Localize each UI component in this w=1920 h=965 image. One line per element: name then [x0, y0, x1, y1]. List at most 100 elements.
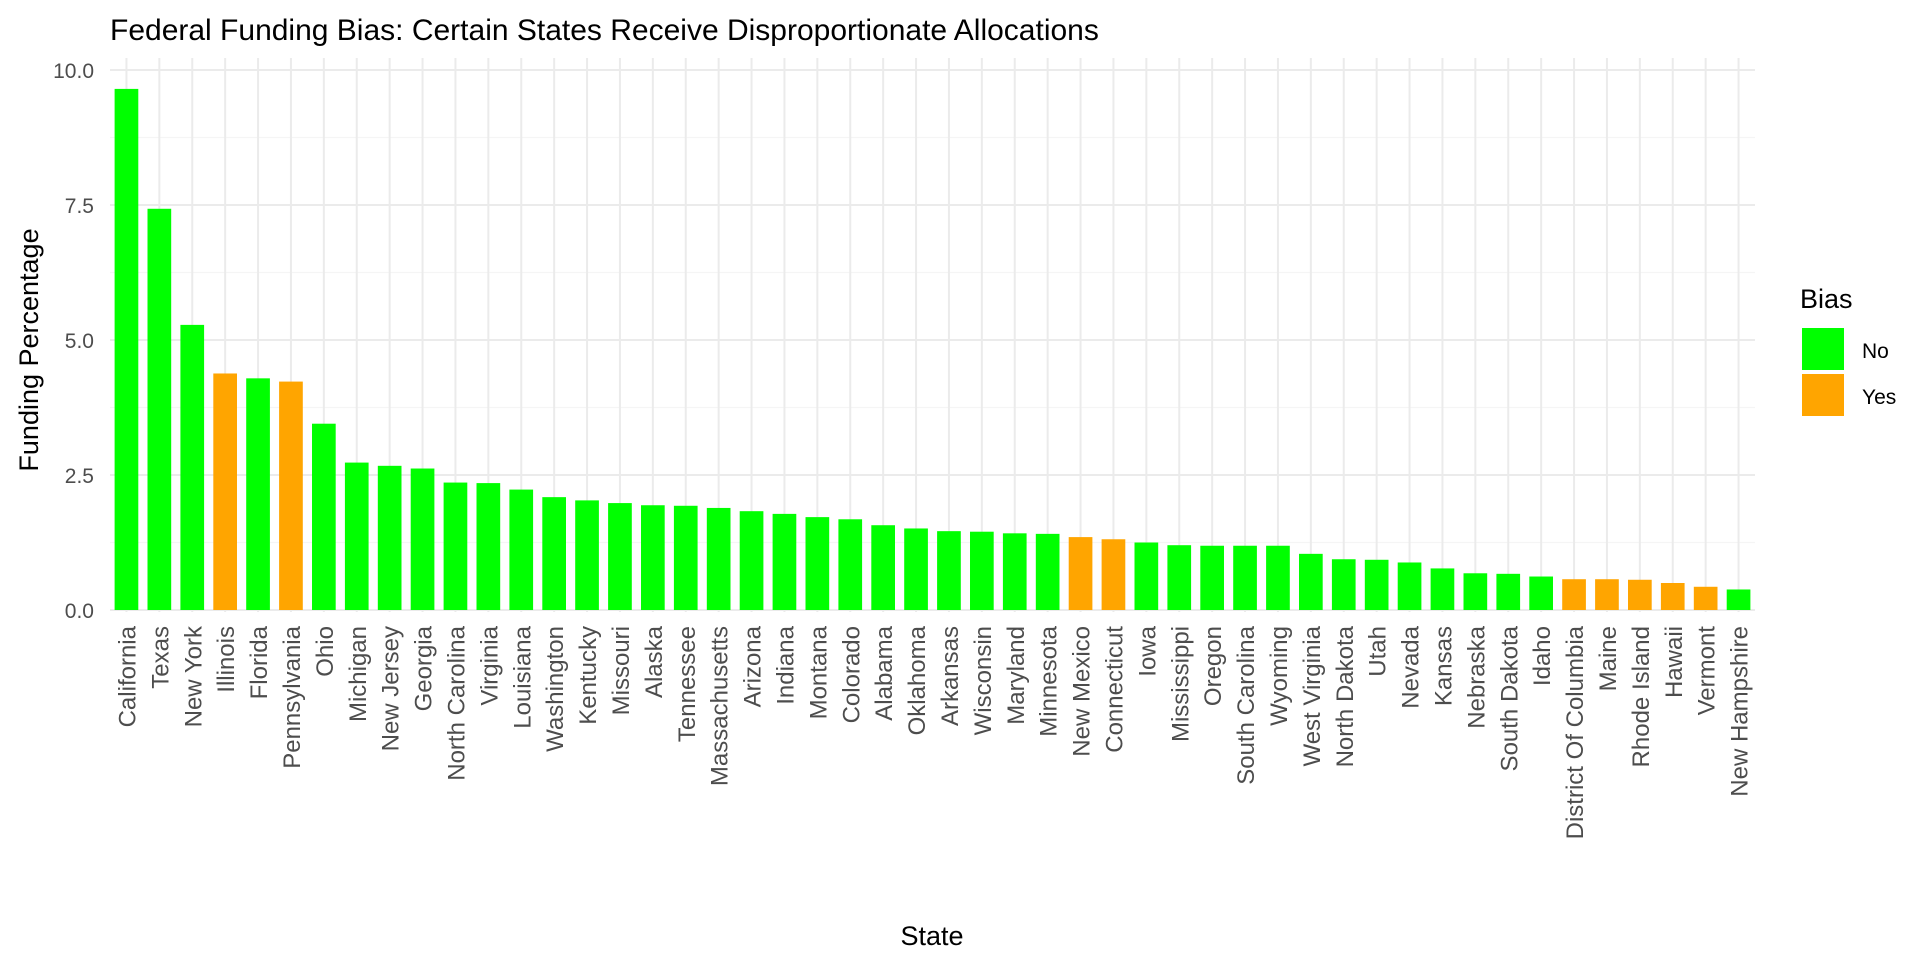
- bar-pennsylvania: [279, 382, 303, 610]
- bar-nebraska: [1464, 573, 1488, 610]
- bar-kansas: [1431, 568, 1455, 610]
- bar-north-dakota: [1332, 559, 1356, 610]
- x-tick-label: Texas: [147, 626, 174, 689]
- x-tick-label: Wisconsin: [970, 626, 997, 735]
- y-tick-label: 5.0: [65, 330, 94, 353]
- x-tick-label: Georgia: [411, 625, 438, 711]
- bar-new-york: [180, 325, 204, 610]
- bar-idaho: [1529, 577, 1553, 610]
- bar-florida: [246, 378, 270, 610]
- bar-oregon: [1200, 546, 1224, 610]
- x-tick-label: Michigan: [345, 626, 372, 722]
- bar-minnesota: [1036, 534, 1060, 610]
- y-tick-label: 10.0: [53, 60, 94, 83]
- bar-colorado: [838, 519, 862, 610]
- x-tick-label: North Carolina: [443, 625, 470, 780]
- bar-illinois: [213, 373, 237, 610]
- x-tick-label: Washington: [542, 626, 569, 752]
- x-tick-label: West Virginia: [1299, 625, 1326, 766]
- bar-indiana: [773, 514, 797, 610]
- bar-west-virginia: [1299, 554, 1323, 610]
- bar-montana: [806, 517, 830, 610]
- chart-title: Federal Funding Bias: Certain States Rec…: [110, 14, 1099, 47]
- y-axis-title: Funding Percentage: [14, 228, 44, 471]
- bar-nevada: [1398, 562, 1422, 610]
- bar-texas: [148, 209, 172, 610]
- bar-new-mexico: [1069, 537, 1093, 610]
- bar-iowa: [1135, 543, 1159, 611]
- bar-kentucky: [575, 500, 599, 610]
- bar-connecticut: [1102, 539, 1126, 610]
- bar-georgia: [411, 469, 435, 610]
- bar-alaska: [641, 505, 665, 610]
- x-tick-label: Wyoming: [1266, 626, 1293, 726]
- bar-massachusetts: [707, 508, 731, 610]
- bar-mississippi: [1167, 545, 1191, 610]
- x-tick-label: Mississippi: [1167, 626, 1194, 742]
- x-tick-label: Nevada: [1398, 625, 1425, 708]
- x-tick-label: South Dakota: [1496, 625, 1523, 771]
- bar-new-jersey: [378, 466, 402, 610]
- x-tick-label: Utah: [1365, 626, 1392, 677]
- x-tick-label: Vermont: [1694, 626, 1721, 716]
- x-tick-label: Arizona: [740, 625, 767, 707]
- bar-arkansas: [937, 531, 961, 610]
- bar-new-hampshire: [1727, 589, 1751, 610]
- bar-north-carolina: [444, 483, 468, 610]
- x-axis: California Texas New York Illinois Florida Pe…: [114, 625, 1753, 839]
- x-tick-label: New Mexico: [1069, 626, 1096, 757]
- bar-maine: [1595, 579, 1619, 610]
- x-tick-label: Oregon: [1200, 626, 1227, 706]
- x-tick-label: Florida: [246, 625, 273, 699]
- x-tick-label: Montana: [805, 625, 832, 719]
- legend-swatch-no: [1802, 328, 1844, 370]
- bar-wisconsin: [970, 532, 994, 610]
- x-tick-label: District Of Columbia: [1562, 625, 1589, 839]
- bar-missouri: [608, 503, 632, 610]
- bar-utah: [1365, 560, 1389, 610]
- bar-oklahoma: [904, 528, 928, 610]
- legend-title: Bias: [1800, 284, 1853, 314]
- x-tick-label: Louisiana: [509, 625, 536, 728]
- x-tick-label: Missouri: [608, 626, 635, 715]
- legend-swatch-yes: [1802, 374, 1844, 416]
- legend: Bias No Yes: [1800, 284, 1896, 416]
- x-tick-label: South Carolina: [1233, 625, 1260, 784]
- x-tick-label: Maine: [1595, 626, 1622, 691]
- x-tick-label: Colorado: [838, 626, 865, 723]
- x-tick-label: Minnesota: [1036, 625, 1063, 736]
- x-tick-label: Iowa: [1134, 625, 1161, 676]
- x-tick-label: Kentucky: [575, 626, 602, 725]
- y-tick-label: 7.5: [65, 195, 94, 218]
- x-tick-label: Kansas: [1430, 626, 1457, 706]
- legend-label-no: No: [1862, 340, 1889, 363]
- x-tick-label: Oklahoma: [904, 625, 931, 735]
- x-tick-label: North Dakota: [1332, 625, 1359, 767]
- x-tick-label: Ohio: [312, 626, 339, 677]
- bar-hawaii: [1661, 583, 1685, 610]
- x-tick-label: Maryland: [1003, 626, 1030, 725]
- x-tick-label: Alaska: [641, 625, 668, 698]
- bar-tennessee: [674, 506, 698, 610]
- bar-rhode-island: [1628, 580, 1652, 610]
- bar-alabama: [871, 525, 895, 610]
- x-tick-label: Indiana: [772, 625, 799, 704]
- legend-label-yes: Yes: [1862, 386, 1896, 409]
- bar-arizona: [740, 511, 764, 610]
- bar-south-carolina: [1233, 546, 1257, 610]
- bar-vermont: [1694, 587, 1718, 610]
- bars: [115, 89, 1751, 610]
- bar-ohio: [312, 424, 336, 610]
- bar-michigan: [345, 463, 369, 610]
- y-axis: 0.0 2.5 5.0 7.5 10.0: [53, 60, 94, 623]
- x-tick-label: Virginia: [476, 625, 503, 705]
- bar-louisiana: [509, 490, 533, 610]
- x-axis-title: State: [900, 921, 963, 951]
- x-tick-label: New Jersey: [378, 626, 405, 751]
- x-tick-label: California: [114, 625, 141, 727]
- x-tick-label: Nebraska: [1463, 625, 1490, 728]
- x-tick-label: Illinois: [213, 626, 240, 693]
- x-tick-label: Arkansas: [937, 626, 964, 726]
- x-tick-label: Massachusetts: [707, 626, 734, 786]
